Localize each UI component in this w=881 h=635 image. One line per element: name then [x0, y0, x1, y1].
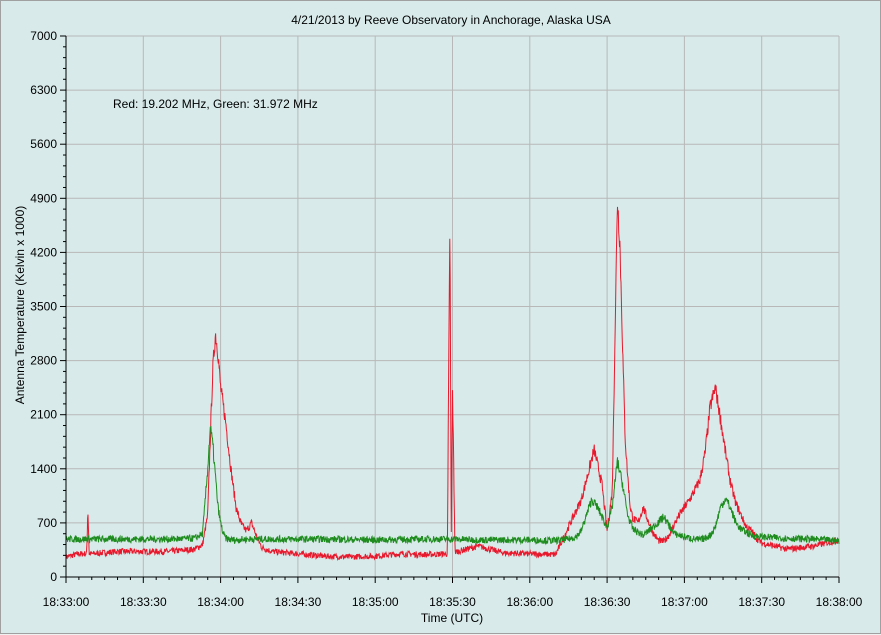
- series-annotation: Red: 19.202 MHz, Green: 31.972 MHz: [113, 97, 318, 111]
- x-tick-label: 18:34:30: [275, 595, 322, 609]
- y-tick-label: 3500: [30, 300, 57, 314]
- y-tick-label: 700: [37, 516, 57, 530]
- y-tick-label: 2100: [30, 408, 57, 422]
- x-tick-label: 18:33:00: [43, 595, 90, 609]
- x-tick-label: 18:33:30: [120, 595, 167, 609]
- y-tick-label: 4200: [30, 245, 57, 259]
- x-axis-label: Time (UTC): [421, 611, 483, 625]
- x-tick-label: 18:38:00: [816, 595, 863, 609]
- axes-layer: [60, 35, 840, 583]
- y-tick-label: 4900: [30, 191, 57, 205]
- series-line-green: [65, 425, 840, 546]
- x-tick-label: 18:35:00: [352, 595, 399, 609]
- chart-title: 4/21/2013 by Reeve Observatory in Anchor…: [291, 13, 611, 27]
- y-axis-label: Antenna Temperature (Kelvin x 1000): [13, 206, 27, 405]
- y-tick-label: 5600: [30, 137, 57, 151]
- x-tick-label: 18:36:30: [584, 595, 631, 609]
- y-tick-label: 1400: [30, 462, 57, 476]
- y-tick-label: 0: [50, 570, 57, 584]
- x-tick-label: 18:36:00: [506, 595, 553, 609]
- grid-layer: [65, 35, 840, 578]
- x-tick-label: 18:37:30: [738, 595, 785, 609]
- y-tick-label: 2800: [30, 354, 57, 368]
- series-line-red: [65, 206, 840, 562]
- x-tick-label: 18:34:00: [197, 595, 244, 609]
- x-tick-label: 18:37:00: [661, 595, 708, 609]
- y-tick-label: 6300: [30, 83, 57, 97]
- series-layer: [65, 206, 840, 562]
- y-tick-label: 7000: [30, 29, 57, 43]
- x-tick-label: 18:35:30: [429, 595, 476, 609]
- tick-labels: 18:33:00 18:33:30 18:34:00 18:34:30 18:35:00…: [30, 29, 862, 609]
